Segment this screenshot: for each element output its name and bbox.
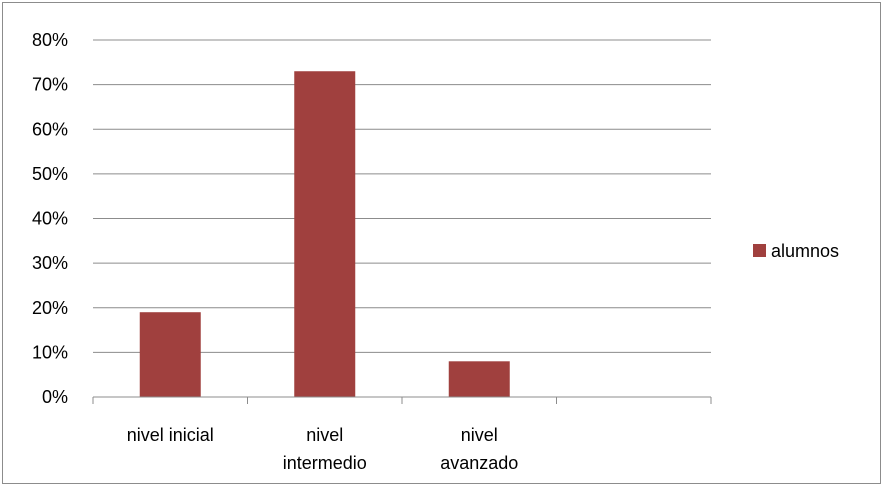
x-axis (92, 396, 712, 404)
y-tick-label: 40% (32, 209, 68, 229)
y-tick-label: 20% (32, 298, 68, 318)
x-axis-category-labels: nivel inicial nivel intermedio nivel avanzad… (127, 425, 519, 473)
y-tick-label: 30% (32, 253, 68, 273)
bar (448, 361, 510, 397)
gridlines (93, 39, 711, 353)
legend-label: alumnos (771, 241, 839, 261)
y-tick-label: 0% (42, 387, 68, 407)
bars (139, 71, 510, 398)
x-category-label: nivel inicial (127, 425, 214, 445)
y-tick-label: 80% (32, 30, 68, 50)
y-tick-label: 50% (32, 164, 68, 184)
legend-swatch (753, 244, 766, 257)
y-axis-tick-labels: 0% 10% 20% 30% 40% 50% 60% 70% 80% (32, 30, 68, 407)
x-category-label: avanzado (440, 453, 518, 473)
x-category-label: intermedio (283, 453, 367, 473)
y-tick-label: 10% (32, 342, 68, 362)
y-tick-label: 70% (32, 75, 68, 95)
y-tick-label: 60% (32, 119, 68, 139)
bar (139, 312, 201, 397)
bar (294, 71, 356, 398)
x-category-label: nivel (306, 425, 343, 445)
legend: alumnos (753, 241, 839, 261)
x-category-label: nivel (461, 425, 498, 445)
